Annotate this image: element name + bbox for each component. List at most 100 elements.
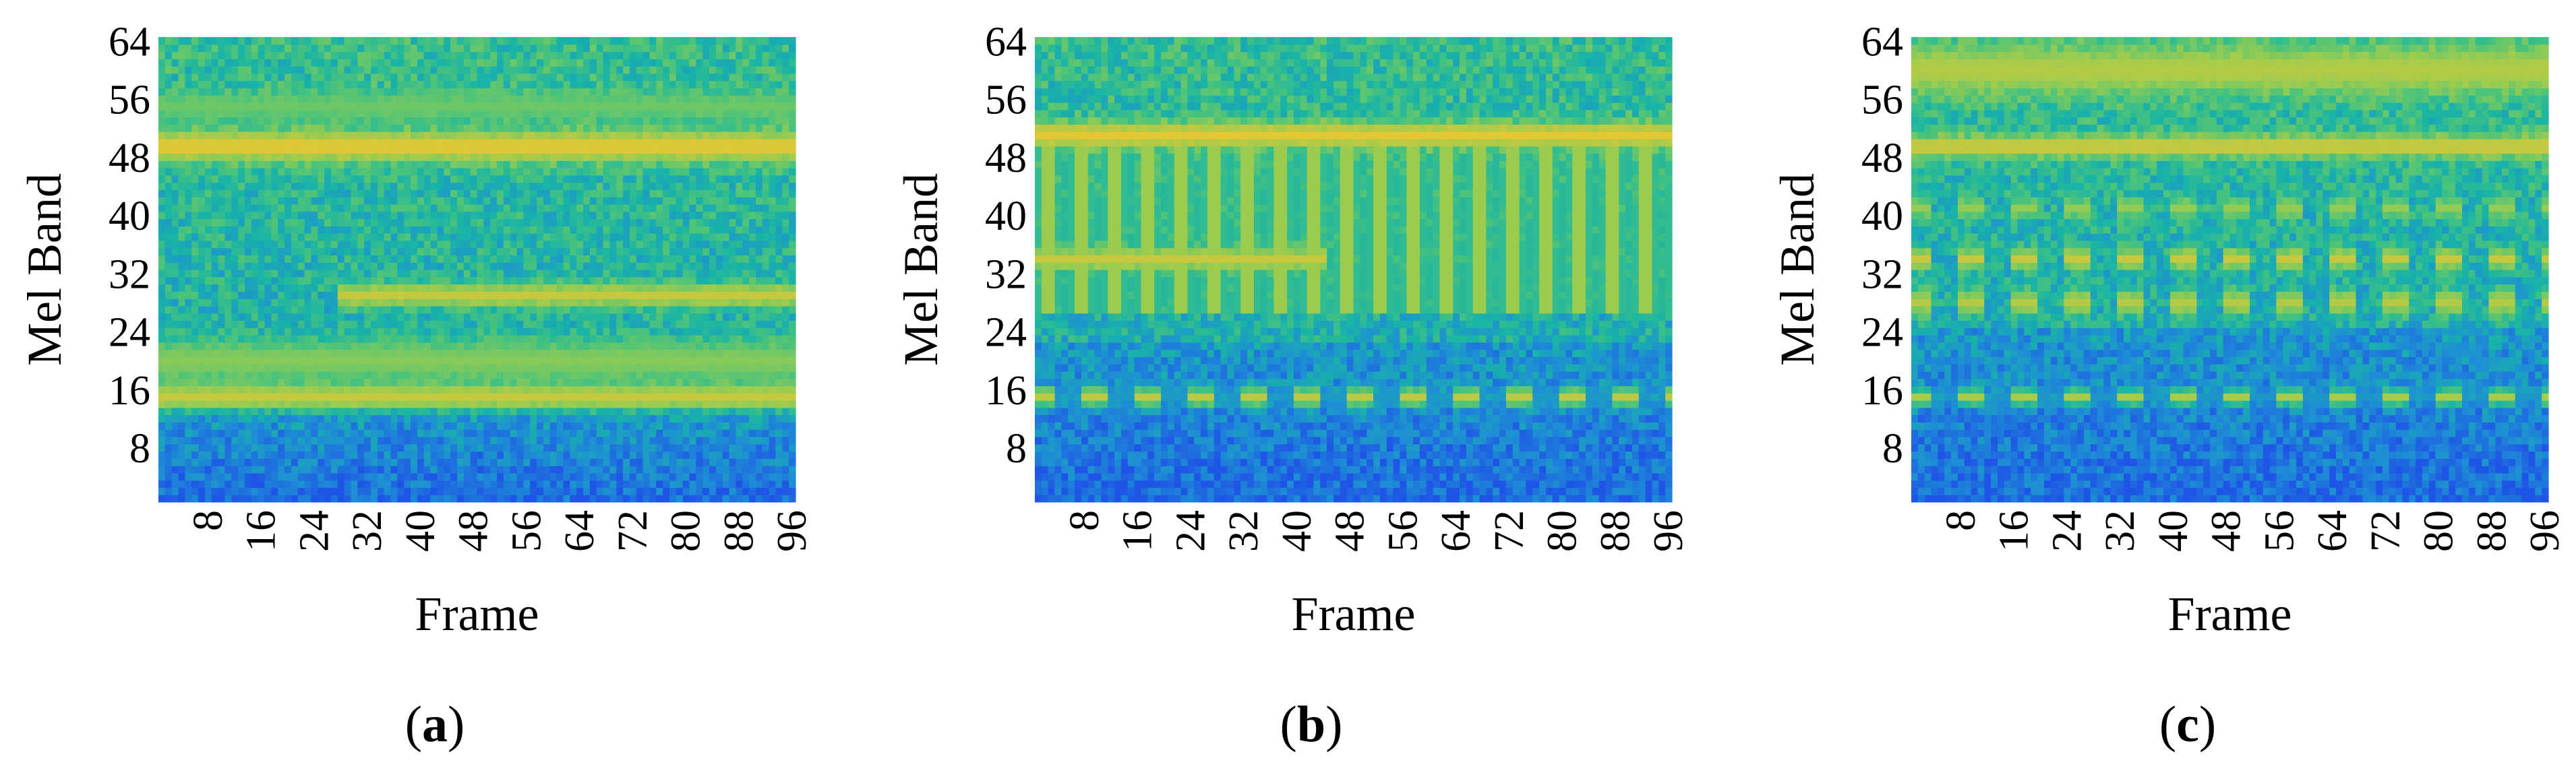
heatmap-cell <box>417 443 425 452</box>
heatmap-cell <box>371 393 378 401</box>
heatmap-cell <box>769 407 777 416</box>
heatmap-cell <box>411 422 418 430</box>
heatmap-cell <box>669 262 677 270</box>
heatmap-cell <box>171 284 179 292</box>
heatmap-cell <box>762 146 770 154</box>
heatmap-cell <box>224 175 232 183</box>
heatmap-cell <box>490 226 498 234</box>
heatmap-cell <box>330 487 338 495</box>
heatmap-cell <box>549 247 558 256</box>
heatmap-cell <box>477 487 484 495</box>
heatmap-cell <box>537 182 544 191</box>
heatmap-cell <box>164 451 173 459</box>
heatmap-cell <box>390 480 398 489</box>
heatmap-cell <box>337 356 345 365</box>
heatmap-cell <box>384 371 392 379</box>
heatmap-cell <box>789 153 796 161</box>
heatmap-cell <box>397 495 405 503</box>
heatmap-cell <box>563 124 570 132</box>
heatmap-cell <box>351 407 358 416</box>
heatmap-cell <box>477 458 484 466</box>
heatmap-cell <box>284 400 292 408</box>
heatmap-cell <box>530 218 537 226</box>
heatmap-cell <box>384 414 392 423</box>
heatmap-cell <box>755 378 763 387</box>
heatmap-cell <box>530 422 537 430</box>
heatmap-cell <box>284 233 292 241</box>
heatmap-cell <box>477 211 484 220</box>
heatmap-cell <box>589 335 597 343</box>
heatmap-cell <box>549 443 558 452</box>
heatmap-cell <box>311 414 318 423</box>
heatmap-cell <box>337 131 345 139</box>
heatmap-cell <box>411 299 418 307</box>
heatmap-cell <box>516 466 524 474</box>
heatmap-cell <box>271 378 278 387</box>
heatmap-cell <box>304 400 311 408</box>
heatmap-cell <box>291 400 299 408</box>
heatmap-cell <box>537 451 544 459</box>
heatmap-cell <box>191 349 199 357</box>
heatmap-cell <box>490 197 498 205</box>
heatmap-cell <box>477 153 484 161</box>
heatmap-cell <box>516 378 524 387</box>
heatmap-cell <box>191 356 199 365</box>
heatmap-cell <box>231 124 239 132</box>
heatmap-cell <box>556 313 564 321</box>
heatmap-cell <box>556 495 564 503</box>
heatmap-cell <box>497 385 504 394</box>
heatmap-cell <box>583 495 591 503</box>
heatmap-cell <box>629 393 637 401</box>
heatmap-cell <box>251 305 259 314</box>
heatmap-cell <box>490 472 498 481</box>
heatmap-cell <box>244 487 252 495</box>
heatmap-cell <box>576 313 584 321</box>
heatmap-cell <box>278 226 285 234</box>
heatmap-cell <box>191 276 199 285</box>
heatmap-cell <box>258 349 266 357</box>
heatmap-cell <box>596 472 604 481</box>
heatmap-cell <box>284 458 292 466</box>
heatmap-cell <box>231 458 239 466</box>
heatmap-cell <box>390 422 398 430</box>
heatmap-cell <box>364 378 371 387</box>
heatmap-cell <box>344 487 352 495</box>
heatmap-cell <box>344 240 352 249</box>
heatmap-cell <box>271 414 278 423</box>
heatmap-cell <box>404 313 411 321</box>
heatmap-cell <box>330 378 338 387</box>
heatmap-cell <box>404 495 411 503</box>
heatmap-cell <box>549 218 558 226</box>
heatmap-cell <box>278 168 285 176</box>
heatmap-cell <box>583 472 591 481</box>
heatmap-cell <box>244 160 252 168</box>
heatmap-cell <box>649 218 657 226</box>
heatmap-cell <box>191 313 199 321</box>
heatmap-cell <box>191 495 199 503</box>
heatmap-cell <box>371 451 378 459</box>
heatmap-cell <box>789 487 796 495</box>
heatmap-cell <box>198 480 206 489</box>
heatmap-cell <box>722 233 730 241</box>
heatmap-cell <box>609 276 617 285</box>
heatmap-cell <box>636 233 644 241</box>
heatmap-cell <box>238 240 245 249</box>
heatmap-cell <box>397 400 405 408</box>
heatmap-cell <box>762 153 770 161</box>
heatmap-cell <box>397 378 405 387</box>
heatmap-cell <box>762 299 770 307</box>
heatmap-cell <box>330 182 338 191</box>
heatmap-cell <box>251 218 259 226</box>
heatmap-cell <box>297 422 305 430</box>
heatmap-cell <box>722 342 730 350</box>
heatmap-cell <box>696 204 703 212</box>
heatmap-cell <box>324 270 332 278</box>
heatmap-cell <box>663 299 670 307</box>
heatmap-cell <box>576 342 584 350</box>
heatmap-cell <box>775 320 783 328</box>
heatmap-cell <box>623 233 630 241</box>
heatmap-cell <box>297 320 305 328</box>
heatmap-cell <box>563 356 570 365</box>
heatmap-cell <box>377 299 385 307</box>
heatmap-cell <box>364 233 371 241</box>
